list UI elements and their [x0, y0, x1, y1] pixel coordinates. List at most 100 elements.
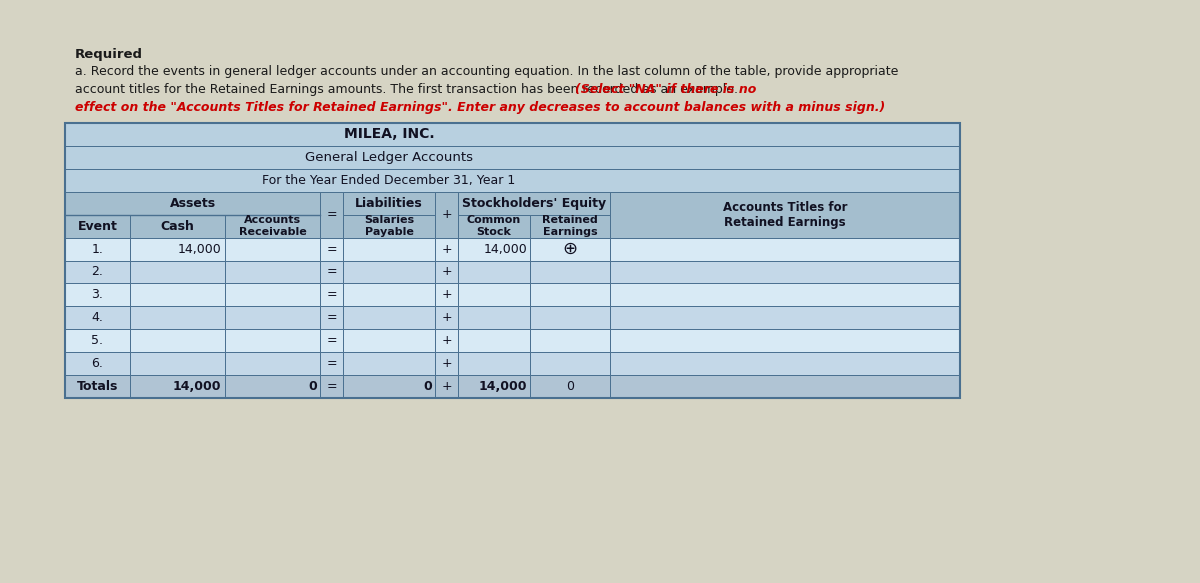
Bar — [343, 238, 436, 261]
Bar — [458, 192, 610, 215]
Text: +: + — [442, 357, 452, 370]
Bar — [343, 215, 436, 238]
Bar — [320, 238, 343, 261]
Bar — [436, 283, 458, 306]
Bar — [130, 283, 226, 306]
Text: 3.: 3. — [91, 289, 103, 301]
Bar — [530, 215, 610, 238]
Text: =: = — [326, 380, 337, 393]
Bar — [610, 283, 720, 306]
Bar — [130, 306, 226, 329]
Bar — [65, 306, 130, 329]
Text: Required: Required — [74, 48, 143, 61]
Bar — [458, 306, 530, 329]
Text: Totals: Totals — [77, 380, 118, 393]
Text: 14,000: 14,000 — [484, 243, 527, 255]
Text: 0: 0 — [424, 380, 432, 393]
Text: account titles for the Retained Earnings amounts. The first transaction has been: account titles for the Retained Earnings… — [74, 83, 742, 96]
Bar — [610, 329, 720, 352]
Text: a. Record the events in general ledger accounts under an accounting equation. In: a. Record the events in general ledger a… — [74, 65, 899, 78]
Bar — [130, 375, 226, 398]
Text: 0: 0 — [566, 380, 574, 393]
Bar — [436, 306, 458, 329]
Bar — [343, 306, 436, 329]
Bar — [65, 123, 960, 398]
Text: 5.: 5. — [91, 334, 103, 347]
Text: =: = — [326, 357, 337, 370]
Bar — [610, 192, 960, 238]
Bar — [343, 352, 436, 375]
Text: For the Year Ended December 31, Year 1: For the Year Ended December 31, Year 1 — [263, 174, 516, 187]
Bar — [320, 375, 343, 398]
Bar — [320, 352, 343, 375]
Bar — [436, 261, 458, 283]
Bar — [130, 238, 226, 261]
Bar — [320, 261, 343, 283]
Bar — [320, 329, 343, 352]
Text: MILEA, INC.: MILEA, INC. — [343, 128, 434, 142]
Bar — [130, 329, 226, 352]
Text: +: + — [442, 208, 452, 221]
Text: =: = — [326, 289, 337, 301]
Bar — [530, 352, 610, 375]
Text: 6.: 6. — [91, 357, 103, 370]
Bar — [610, 261, 720, 283]
Bar — [320, 283, 343, 306]
Bar — [343, 329, 436, 352]
Text: +: + — [442, 265, 452, 279]
Bar — [320, 192, 343, 238]
Bar — [65, 123, 960, 146]
Bar — [458, 215, 530, 238]
Bar — [130, 215, 226, 238]
Bar — [65, 329, 130, 352]
Bar — [226, 329, 320, 352]
Text: +: + — [442, 243, 452, 255]
Text: Retained
Earnings: Retained Earnings — [542, 215, 598, 237]
Bar — [458, 352, 530, 375]
Text: Accounts Titles for
Retained Earnings: Accounts Titles for Retained Earnings — [722, 201, 847, 229]
Text: effect on the "Accounts Titles for Retained Earnings". Enter any decreases to ac: effect on the "Accounts Titles for Retai… — [74, 101, 886, 114]
Bar — [610, 283, 960, 306]
Bar — [436, 238, 458, 261]
Text: +: + — [442, 380, 452, 393]
Bar — [610, 306, 720, 329]
Bar — [65, 283, 130, 306]
Bar — [458, 238, 530, 261]
Bar — [610, 238, 960, 261]
Bar — [436, 352, 458, 375]
Text: =: = — [326, 334, 337, 347]
Bar — [530, 375, 610, 398]
Bar — [226, 261, 320, 283]
Bar — [65, 261, 130, 283]
Bar — [530, 306, 610, 329]
Bar — [65, 375, 130, 398]
Text: Salaries
Payable: Salaries Payable — [364, 215, 414, 237]
Text: Cash: Cash — [161, 220, 194, 233]
Text: Event: Event — [78, 220, 118, 233]
Text: Assets: Assets — [169, 196, 216, 210]
Bar — [610, 352, 960, 375]
Bar — [530, 238, 610, 261]
Text: 14,000: 14,000 — [178, 243, 221, 255]
Bar — [226, 352, 320, 375]
Bar — [530, 261, 610, 283]
Text: =: = — [326, 311, 337, 324]
Bar — [65, 352, 130, 375]
Text: =: = — [326, 243, 337, 255]
Bar — [343, 375, 436, 398]
Bar — [130, 261, 226, 283]
Bar — [458, 261, 530, 283]
Bar — [610, 352, 720, 375]
Bar — [610, 261, 960, 283]
Text: 1.: 1. — [91, 243, 103, 255]
Bar — [610, 238, 720, 261]
Text: 0: 0 — [308, 380, 317, 393]
Bar — [458, 375, 530, 398]
Text: +: + — [442, 289, 452, 301]
Text: 14,000: 14,000 — [173, 380, 221, 393]
Bar — [458, 283, 530, 306]
Bar — [65, 169, 960, 192]
Text: 2.: 2. — [91, 265, 103, 279]
Text: 14,000: 14,000 — [479, 380, 527, 393]
Bar — [436, 375, 458, 398]
